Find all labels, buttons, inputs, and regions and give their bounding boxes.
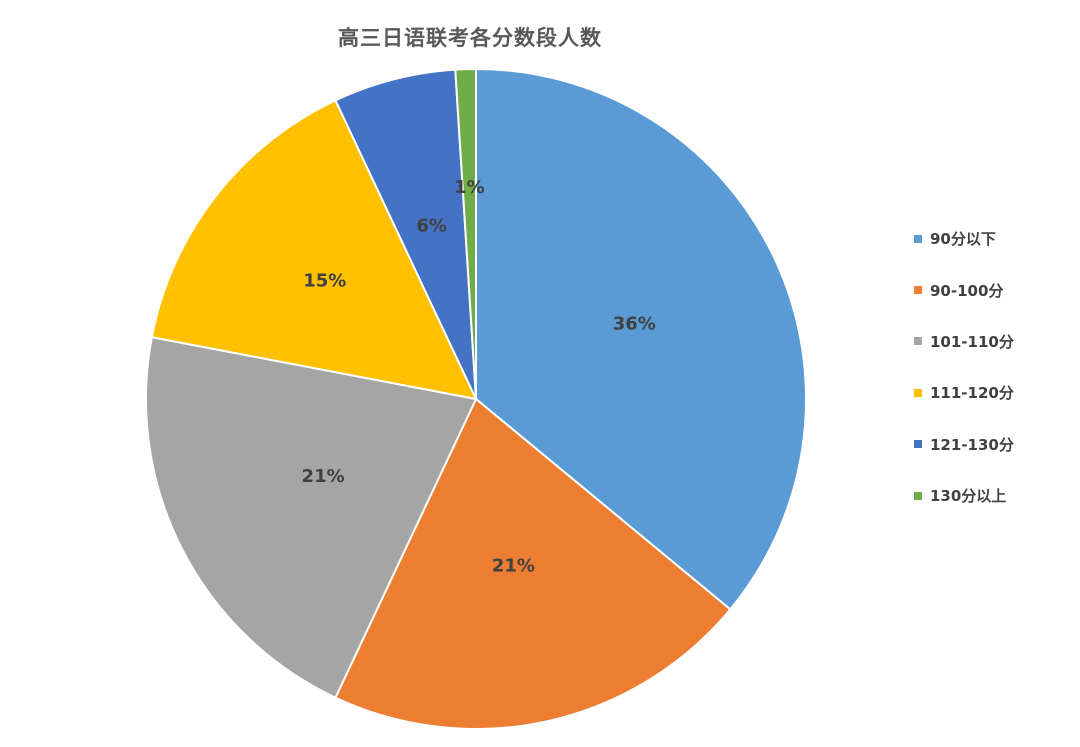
legend-swatch-2 [914,286,922,295]
data-label-5: 6% [416,215,447,236]
pie-chart: 36% 21% 21% 15% 6% 1% [145,67,807,730]
legend-swatch-4 [914,388,922,397]
legend-swatch-1 [914,234,922,243]
legend-item-6: 130分以上 [914,470,1014,521]
legend: 90分以下 90-100分 101-110分 111-120分 121-130分 130分… [914,213,1014,521]
legend-label-2: 90-100分 [930,281,1004,300]
legend-item-5: 121-130分 [914,419,1014,470]
data-label-3: 21% [302,466,345,487]
pie-slice-3 [145,335,478,699]
legend-label-4: 111-120分 [930,384,1014,403]
data-label-1: 36% [613,314,656,335]
data-label-6: 1% [454,177,485,198]
legend-label-3: 101-110分 [930,332,1014,351]
legend-swatch-6 [914,491,922,500]
legend-item-3: 101-110分 [914,316,1014,367]
legend-swatch-3 [914,337,922,346]
legend-item-4: 111-120分 [914,367,1014,418]
chart-title: 高三日语联考各分数段人数 [338,26,602,50]
legend-item-2: 90-100分 [914,264,1014,315]
legend-label-1: 90分以下 [930,230,996,249]
data-label-4: 15% [303,271,346,292]
pie-slice-6 [454,67,477,400]
pie-slice-5 [334,68,477,400]
data-label-2: 21% [492,555,535,576]
legend-label-5: 121-130分 [930,435,1014,454]
pie-slice-2 [334,397,732,730]
legend-item-1: 90分以下 [914,213,1014,264]
legend-label-6: 130分以上 [930,487,1007,506]
pie-slice-1 [475,67,807,611]
pie-slice-4 [150,99,478,401]
legend-swatch-5 [914,440,922,449]
